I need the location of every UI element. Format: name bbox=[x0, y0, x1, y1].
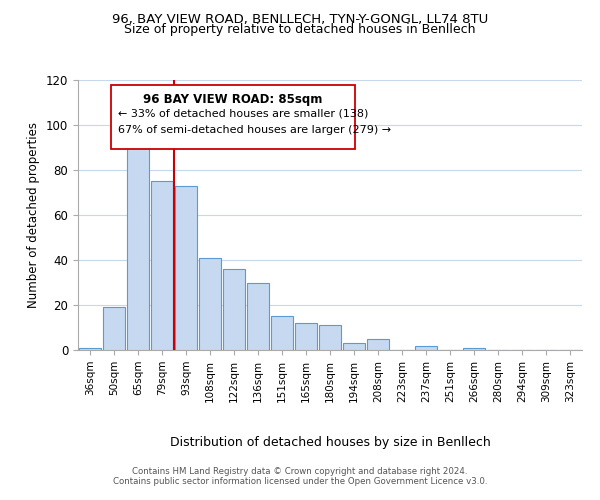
Bar bbox=[295, 323, 317, 350]
Text: Size of property relative to detached houses in Benllech: Size of property relative to detached ho… bbox=[124, 24, 476, 36]
Text: 96 BAY VIEW ROAD: 85sqm: 96 BAY VIEW ROAD: 85sqm bbox=[143, 94, 323, 106]
Bar bbox=[415, 346, 437, 350]
Bar bbox=[367, 339, 389, 350]
Text: Contains HM Land Registry data © Crown copyright and database right 2024.: Contains HM Land Registry data © Crown c… bbox=[132, 467, 468, 476]
Bar bbox=[199, 258, 221, 350]
Text: ← 33% of detached houses are smaller (138): ← 33% of detached houses are smaller (13… bbox=[118, 108, 368, 118]
Bar bbox=[79, 348, 101, 350]
FancyBboxPatch shape bbox=[111, 86, 355, 149]
Text: Distribution of detached houses by size in Benllech: Distribution of detached houses by size … bbox=[170, 436, 490, 449]
Bar bbox=[127, 138, 149, 350]
Bar bbox=[151, 181, 173, 350]
Bar bbox=[175, 186, 197, 350]
Text: 67% of semi-detached houses are larger (279) →: 67% of semi-detached houses are larger (… bbox=[118, 124, 391, 134]
Bar bbox=[103, 307, 125, 350]
Bar bbox=[247, 282, 269, 350]
Text: 96, BAY VIEW ROAD, BENLLECH, TYN-Y-GONGL, LL74 8TU: 96, BAY VIEW ROAD, BENLLECH, TYN-Y-GONGL… bbox=[112, 12, 488, 26]
Bar bbox=[343, 344, 365, 350]
Y-axis label: Number of detached properties: Number of detached properties bbox=[28, 122, 40, 308]
Bar bbox=[223, 269, 245, 350]
Bar bbox=[271, 316, 293, 350]
Bar bbox=[319, 326, 341, 350]
Text: Contains public sector information licensed under the Open Government Licence v3: Contains public sector information licen… bbox=[113, 477, 487, 486]
Bar bbox=[463, 348, 485, 350]
